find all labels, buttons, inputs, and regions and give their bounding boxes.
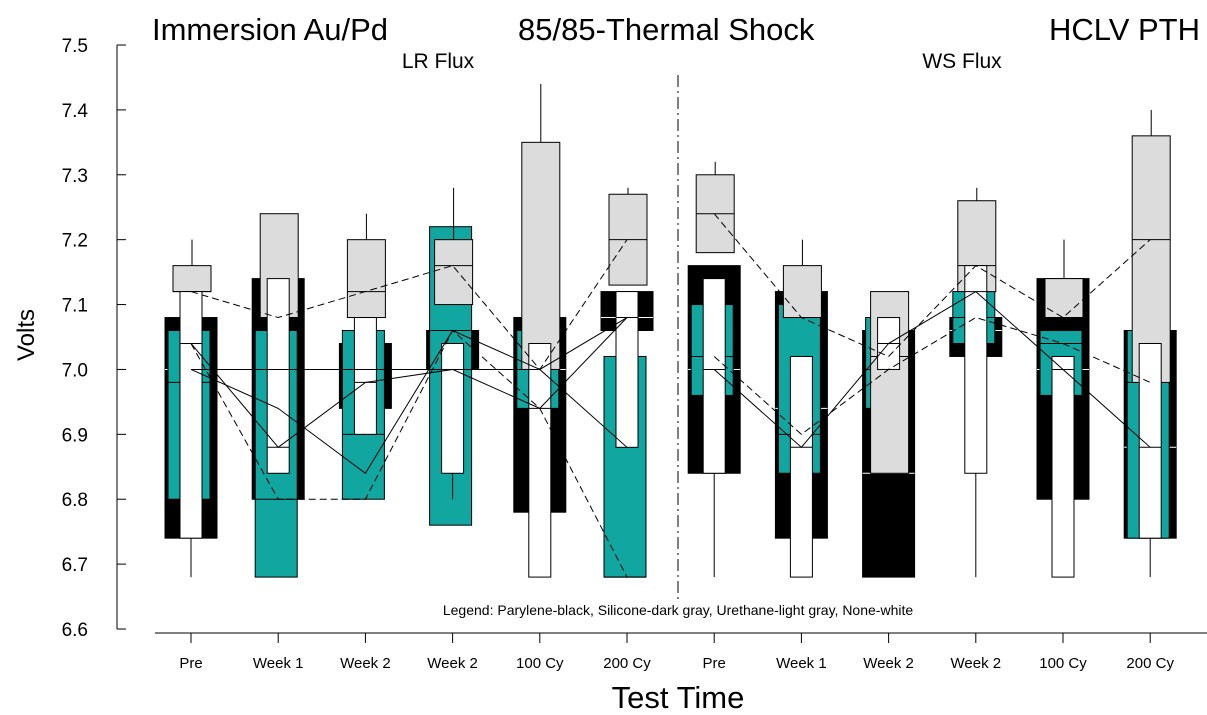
trend-line: [713, 316, 1151, 435]
chart-title-left: Immersion Au/Pd: [152, 12, 388, 47]
trend-line: [190, 329, 628, 474]
none-box: [1138, 342, 1162, 539]
x-tick-label: Week 1: [253, 655, 304, 672]
x-tick-label: Pre: [703, 655, 726, 672]
urethane-box: [172, 265, 212, 293]
x-tick-label: Week 2: [427, 655, 478, 672]
none-box: [353, 317, 377, 435]
y-tick-label: 6.6: [62, 620, 88, 641]
y-tick-label: 7.1: [62, 296, 88, 317]
trend-line: [713, 290, 1151, 449]
none-box: [1051, 355, 1075, 578]
none-box: [789, 355, 813, 578]
x-tick-label: Week 2: [863, 655, 914, 672]
chart-title-right: HCLV PTH: [1049, 12, 1200, 47]
none-box: [441, 342, 465, 474]
x-tick-label: Pre: [179, 655, 202, 672]
panel-label-lr-flux: LR Flux: [402, 50, 475, 73]
none-box: [266, 278, 290, 474]
trend-line: [191, 317, 628, 370]
x-axis-ticks: Pre Week 1 Week 2 Week 2 100 Cy 200 Cy Pre Week…: [179, 633, 1174, 672]
y-tick-label: 7.3: [62, 166, 88, 187]
x-axis-label: Test Time: [612, 680, 745, 715]
none-box: [702, 278, 726, 474]
urethane-box: [521, 141, 561, 370]
x-tick-label: 200 Cy: [1126, 655, 1174, 672]
y-tick-label: 6.8: [62, 490, 88, 511]
y-tick-label: 6.9: [62, 425, 88, 446]
trend-line: [713, 213, 1151, 358]
x-tick-label: 100 Cy: [516, 655, 564, 672]
none-box: [964, 265, 988, 474]
y-tick-label: 7.0: [62, 360, 88, 381]
x-tick-label: Week 2: [340, 655, 391, 672]
x-tick-label: Week 2: [951, 655, 1002, 672]
none-box: [528, 342, 552, 578]
trend-line: [190, 329, 628, 578]
y-axis-ticks: 6.6 6.7 6.8 6.9 7.0 7.1 7.2 7.3 7.4 7.5: [62, 36, 126, 641]
trend-lines: [190, 213, 1151, 578]
urethane-box: [346, 239, 386, 319]
trend-line: [190, 317, 628, 448]
trend-line: [190, 239, 628, 371]
urethane-box: [1131, 135, 1171, 383]
none-box: [179, 291, 203, 539]
legend-text: Legend: Parylene-black, Silicone-dark gr…: [443, 602, 913, 618]
none-box: [615, 291, 639, 448]
urethane-box: [1044, 278, 1084, 319]
y-tick-label: 6.7: [62, 555, 88, 576]
y-axis-label: Volts: [13, 309, 40, 361]
x-tick-label: 200 Cy: [603, 655, 651, 672]
y-tick-label: 7.2: [62, 231, 88, 252]
y-tick-label: 7.5: [62, 36, 88, 57]
chart-title-center: 85/85-Thermal Shock: [518, 12, 815, 47]
x-tick-label: Week 1: [776, 655, 827, 672]
panel-label-ws-flux: WS Flux: [922, 50, 1002, 73]
y-tick-label: 7.4: [62, 101, 89, 122]
box-series: [164, 83, 1177, 578]
urethane-box: [782, 265, 822, 319]
x-tick-label: 100 Cy: [1039, 655, 1087, 672]
urethane-box: [434, 239, 474, 306]
